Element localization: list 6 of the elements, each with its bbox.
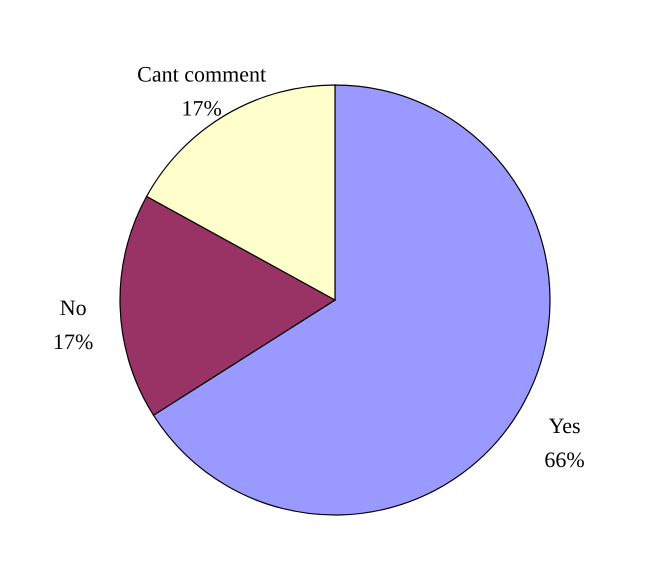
data-label: 17% — [181, 95, 222, 120]
slice-label: Yes — [548, 413, 581, 438]
data-label: 17% — [52, 329, 94, 354]
slice-label: Cant comment — [137, 61, 266, 86]
slice-label: No — [60, 295, 87, 320]
data-label: 66% — [544, 447, 585, 472]
